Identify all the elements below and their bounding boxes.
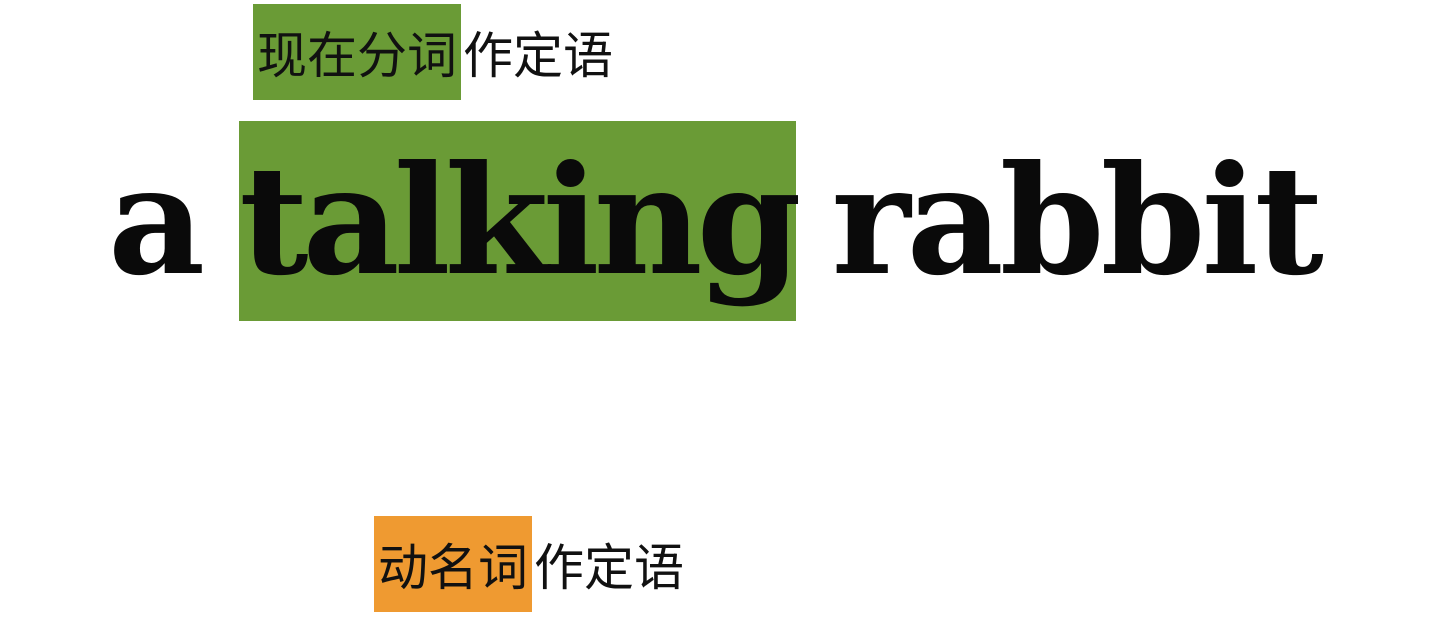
present-participle-highlight: 现在分词 [253,4,461,100]
phrase-noun: rabbit [831,133,1324,309]
phrase-article: a [108,133,206,309]
gerund-label-rest: 作定语 [534,539,684,597]
gerund-label: 动名词 作定语 [374,516,684,612]
present-participle-label-rest: 作定语 [463,27,613,85]
example-phrase: a talking rabbit [108,121,1324,321]
present-participle-label: 现在分词 作定语 [253,4,613,100]
phrase-participle-highlight: talking [239,121,802,321]
gerund-highlight: 动名词 [374,516,532,612]
